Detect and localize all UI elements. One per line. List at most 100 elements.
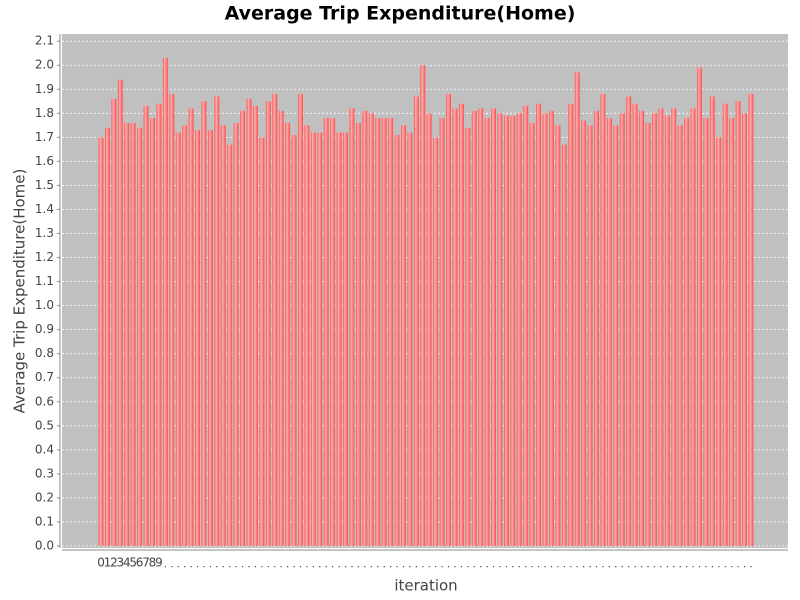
y-tick-label: 0.2 xyxy=(35,490,54,504)
truncated-label xyxy=(692,566,694,568)
truncated-label xyxy=(460,566,462,568)
truncated-label xyxy=(319,566,321,568)
truncated-label xyxy=(743,566,746,568)
bar xyxy=(677,125,683,547)
bar xyxy=(201,101,207,546)
truncated-label xyxy=(666,566,668,568)
truncated-label xyxy=(557,566,559,568)
bar xyxy=(729,118,735,546)
bar xyxy=(156,103,162,546)
bar xyxy=(169,94,175,546)
bar xyxy=(265,101,271,546)
truncated-label xyxy=(196,566,199,568)
x-tick-label: 2 xyxy=(110,556,118,570)
truncated-label xyxy=(338,566,340,568)
truncated-label xyxy=(422,566,424,568)
truncated-label xyxy=(261,566,263,568)
truncated-label xyxy=(750,566,752,568)
truncated-label xyxy=(563,566,565,568)
truncated-label xyxy=(615,566,617,568)
bar xyxy=(98,137,104,546)
bar xyxy=(561,144,567,547)
truncated-label xyxy=(512,566,514,568)
bar xyxy=(246,98,252,547)
x-tick-label: 5 xyxy=(129,556,137,570)
bar xyxy=(214,96,220,546)
truncated-label xyxy=(570,566,572,568)
bar xyxy=(491,108,497,547)
bar xyxy=(310,132,316,546)
y-tick-label: 0.5 xyxy=(35,418,54,432)
bar xyxy=(381,118,387,546)
truncated-label xyxy=(171,566,173,568)
bar xyxy=(574,72,580,547)
bar xyxy=(143,106,149,547)
truncated-label xyxy=(222,566,224,568)
bar xyxy=(207,130,213,546)
truncated-label xyxy=(589,566,591,568)
bar xyxy=(478,108,484,547)
y-tick-label: 1.4 xyxy=(35,202,54,216)
bar xyxy=(330,118,336,546)
bar xyxy=(748,94,754,546)
truncated-label xyxy=(492,566,495,568)
truncated-label xyxy=(229,566,231,568)
truncated-label xyxy=(454,566,456,568)
truncated-label xyxy=(415,566,417,568)
truncated-label xyxy=(583,566,585,568)
truncated-label xyxy=(306,566,308,568)
truncated-label xyxy=(190,566,192,568)
bar xyxy=(671,108,677,547)
x-tick-label: 3 xyxy=(117,556,125,570)
truncated-label xyxy=(480,566,482,568)
bar xyxy=(362,110,368,546)
y-tick-label: 1.2 xyxy=(35,250,54,264)
bar xyxy=(137,127,143,547)
truncated-label xyxy=(216,566,218,568)
truncated-label xyxy=(325,566,327,568)
bar xyxy=(124,122,130,546)
truncated-label xyxy=(499,566,501,568)
truncated-label xyxy=(248,566,250,568)
bar xyxy=(343,132,349,546)
bar xyxy=(709,96,715,546)
bar xyxy=(664,115,670,547)
truncated-label xyxy=(364,566,366,568)
bar xyxy=(471,110,477,546)
bar xyxy=(368,113,374,546)
bar xyxy=(658,108,664,547)
truncated-label xyxy=(634,566,636,568)
truncated-label xyxy=(653,566,656,568)
x-tick-label: 8 xyxy=(149,556,157,570)
truncated-label xyxy=(711,566,713,568)
y-tick-label: 2.1 xyxy=(35,34,54,48)
bar xyxy=(388,118,394,546)
bar xyxy=(568,103,574,546)
bar xyxy=(626,96,632,546)
truncated-label xyxy=(718,566,720,568)
truncated-label xyxy=(531,566,533,568)
bar xyxy=(652,113,657,546)
bar xyxy=(697,67,702,546)
truncated-label xyxy=(538,566,540,568)
truncated-label xyxy=(370,566,372,568)
bar xyxy=(742,113,747,546)
truncated-label xyxy=(203,566,205,568)
truncated-label xyxy=(550,566,553,568)
bar xyxy=(632,103,638,546)
y-tick-label: 0.8 xyxy=(35,346,54,360)
truncated-label xyxy=(441,566,443,568)
truncated-label xyxy=(241,566,244,568)
truncated-label xyxy=(235,566,237,568)
truncated-label xyxy=(390,566,392,568)
truncated-label xyxy=(344,566,347,568)
bar xyxy=(446,94,451,546)
bar xyxy=(188,108,194,547)
truncated-label xyxy=(177,566,179,568)
truncated-label xyxy=(428,566,430,568)
y-tick-label: 2.0 xyxy=(35,58,54,72)
truncated-label xyxy=(467,566,469,568)
bar xyxy=(375,118,381,546)
bar xyxy=(516,113,522,546)
